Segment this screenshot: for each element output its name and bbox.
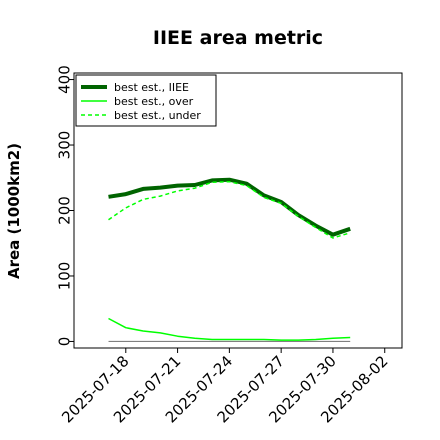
legend-label-iiee: best est., IIEE <box>114 81 189 94</box>
series-line-under <box>108 180 351 239</box>
series-line-iiee <box>108 177 351 237</box>
y-tick-label: 0 <box>55 337 73 347</box>
y-axis: 0 100 200 300 400 <box>55 65 74 346</box>
y-tick-label: 300 <box>55 131 73 160</box>
legend: best est., IIEE best est., over best est… <box>75 74 217 127</box>
series-line-over <box>108 317 351 341</box>
x-axis: 2025-07-182025-07-212025-07-242025-07-27… <box>58 348 392 426</box>
legend-label-under: best est., under <box>114 109 201 122</box>
series-layer <box>108 177 351 343</box>
legend-label-over: best est., over <box>114 95 194 108</box>
chart-title: IIEE area metric <box>153 27 323 49</box>
y-axis-label: Area (1000km2) <box>5 143 23 279</box>
y-tick-label: 100 <box>55 262 73 291</box>
y-tick-label: 200 <box>55 196 73 225</box>
y-tick-label: 400 <box>55 65 73 94</box>
